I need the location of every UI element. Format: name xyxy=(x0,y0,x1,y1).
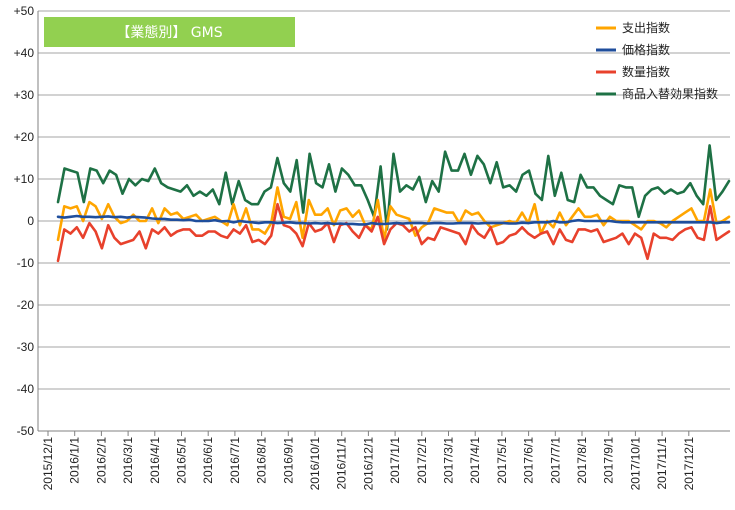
x-tick-label: 2017/5/1 xyxy=(495,437,509,484)
x-tick-label: 2016/2/1 xyxy=(94,437,108,484)
y-tick-label: 0 xyxy=(27,214,34,228)
x-tick-label: 2017/10/1 xyxy=(628,437,642,491)
chart-title: 【業態別】 GMS xyxy=(44,17,295,47)
y-tick-label: +40 xyxy=(14,46,35,60)
x-tick-label: 2017/6/1 xyxy=(522,437,536,484)
x-tick-label: 2017/12/1 xyxy=(682,437,696,491)
y-tick-label: +20 xyxy=(14,130,35,144)
y-axis-ticks: +50 +40 +30 +20 +10 0 -10 -20 -30 -40 -50 xyxy=(14,4,35,438)
y-tick-label: +10 xyxy=(14,172,35,186)
series-line-3 xyxy=(56,144,731,231)
y-tick-label: -20 xyxy=(17,298,35,312)
x-tick-label: 2016/1/1 xyxy=(68,437,82,484)
legend-label: 支出指数 xyxy=(622,20,670,35)
x-tick-label: 2017/3/1 xyxy=(442,437,456,484)
x-tick-label: 2016/5/1 xyxy=(175,437,189,484)
x-tick-label: 2016/9/1 xyxy=(281,437,295,484)
x-tick-label: 2016/4/1 xyxy=(148,437,162,484)
x-tick-label: 2016/7/1 xyxy=(228,437,242,484)
y-tick-label: +30 xyxy=(14,88,35,102)
x-tick-label: 2017/11/1 xyxy=(655,437,669,490)
y-tick-label: -30 xyxy=(17,340,35,354)
x-tick-label: 2017/2/1 xyxy=(415,437,429,484)
x-tick-label: 2016/11/1 xyxy=(335,437,349,490)
x-tick-label: 2016/8/1 xyxy=(255,437,269,484)
x-tick-label: 2015/12/1 xyxy=(41,437,55,491)
x-tick-label: 2017/4/1 xyxy=(468,437,482,484)
legend-label: 価格指数 xyxy=(622,42,670,57)
legend-label: 商品入替効果指数 xyxy=(622,86,718,101)
x-tick-label: 2017/1/1 xyxy=(388,437,402,484)
y-tick-label: +50 xyxy=(14,4,35,18)
series-line-1 xyxy=(56,214,731,226)
y-tick-label: -50 xyxy=(17,424,35,438)
x-tick-label: 2016/10/1 xyxy=(308,437,322,491)
x-tick-label: 2017/9/1 xyxy=(602,437,616,484)
series-line-2 xyxy=(56,202,731,263)
x-tick-label: 2017/8/1 xyxy=(575,437,589,484)
x-tick-label: 2017/7/1 xyxy=(548,437,562,484)
x-tick-label: 2016/3/1 xyxy=(121,437,135,484)
y-tick-label: -40 xyxy=(17,382,35,396)
x-tick-label: 2016/6/1 xyxy=(201,437,215,484)
x-axis-ticks: 2015/12/1 2016/1/1 2016/2/1 2016/3/1 2016/4/… xyxy=(41,431,696,490)
series-group xyxy=(56,144,731,263)
y-tick-label: -10 xyxy=(17,256,35,270)
axes xyxy=(37,11,730,432)
legend-label: 数量指数 xyxy=(622,64,670,79)
x-tick-label: 2016/12/1 xyxy=(361,437,375,491)
